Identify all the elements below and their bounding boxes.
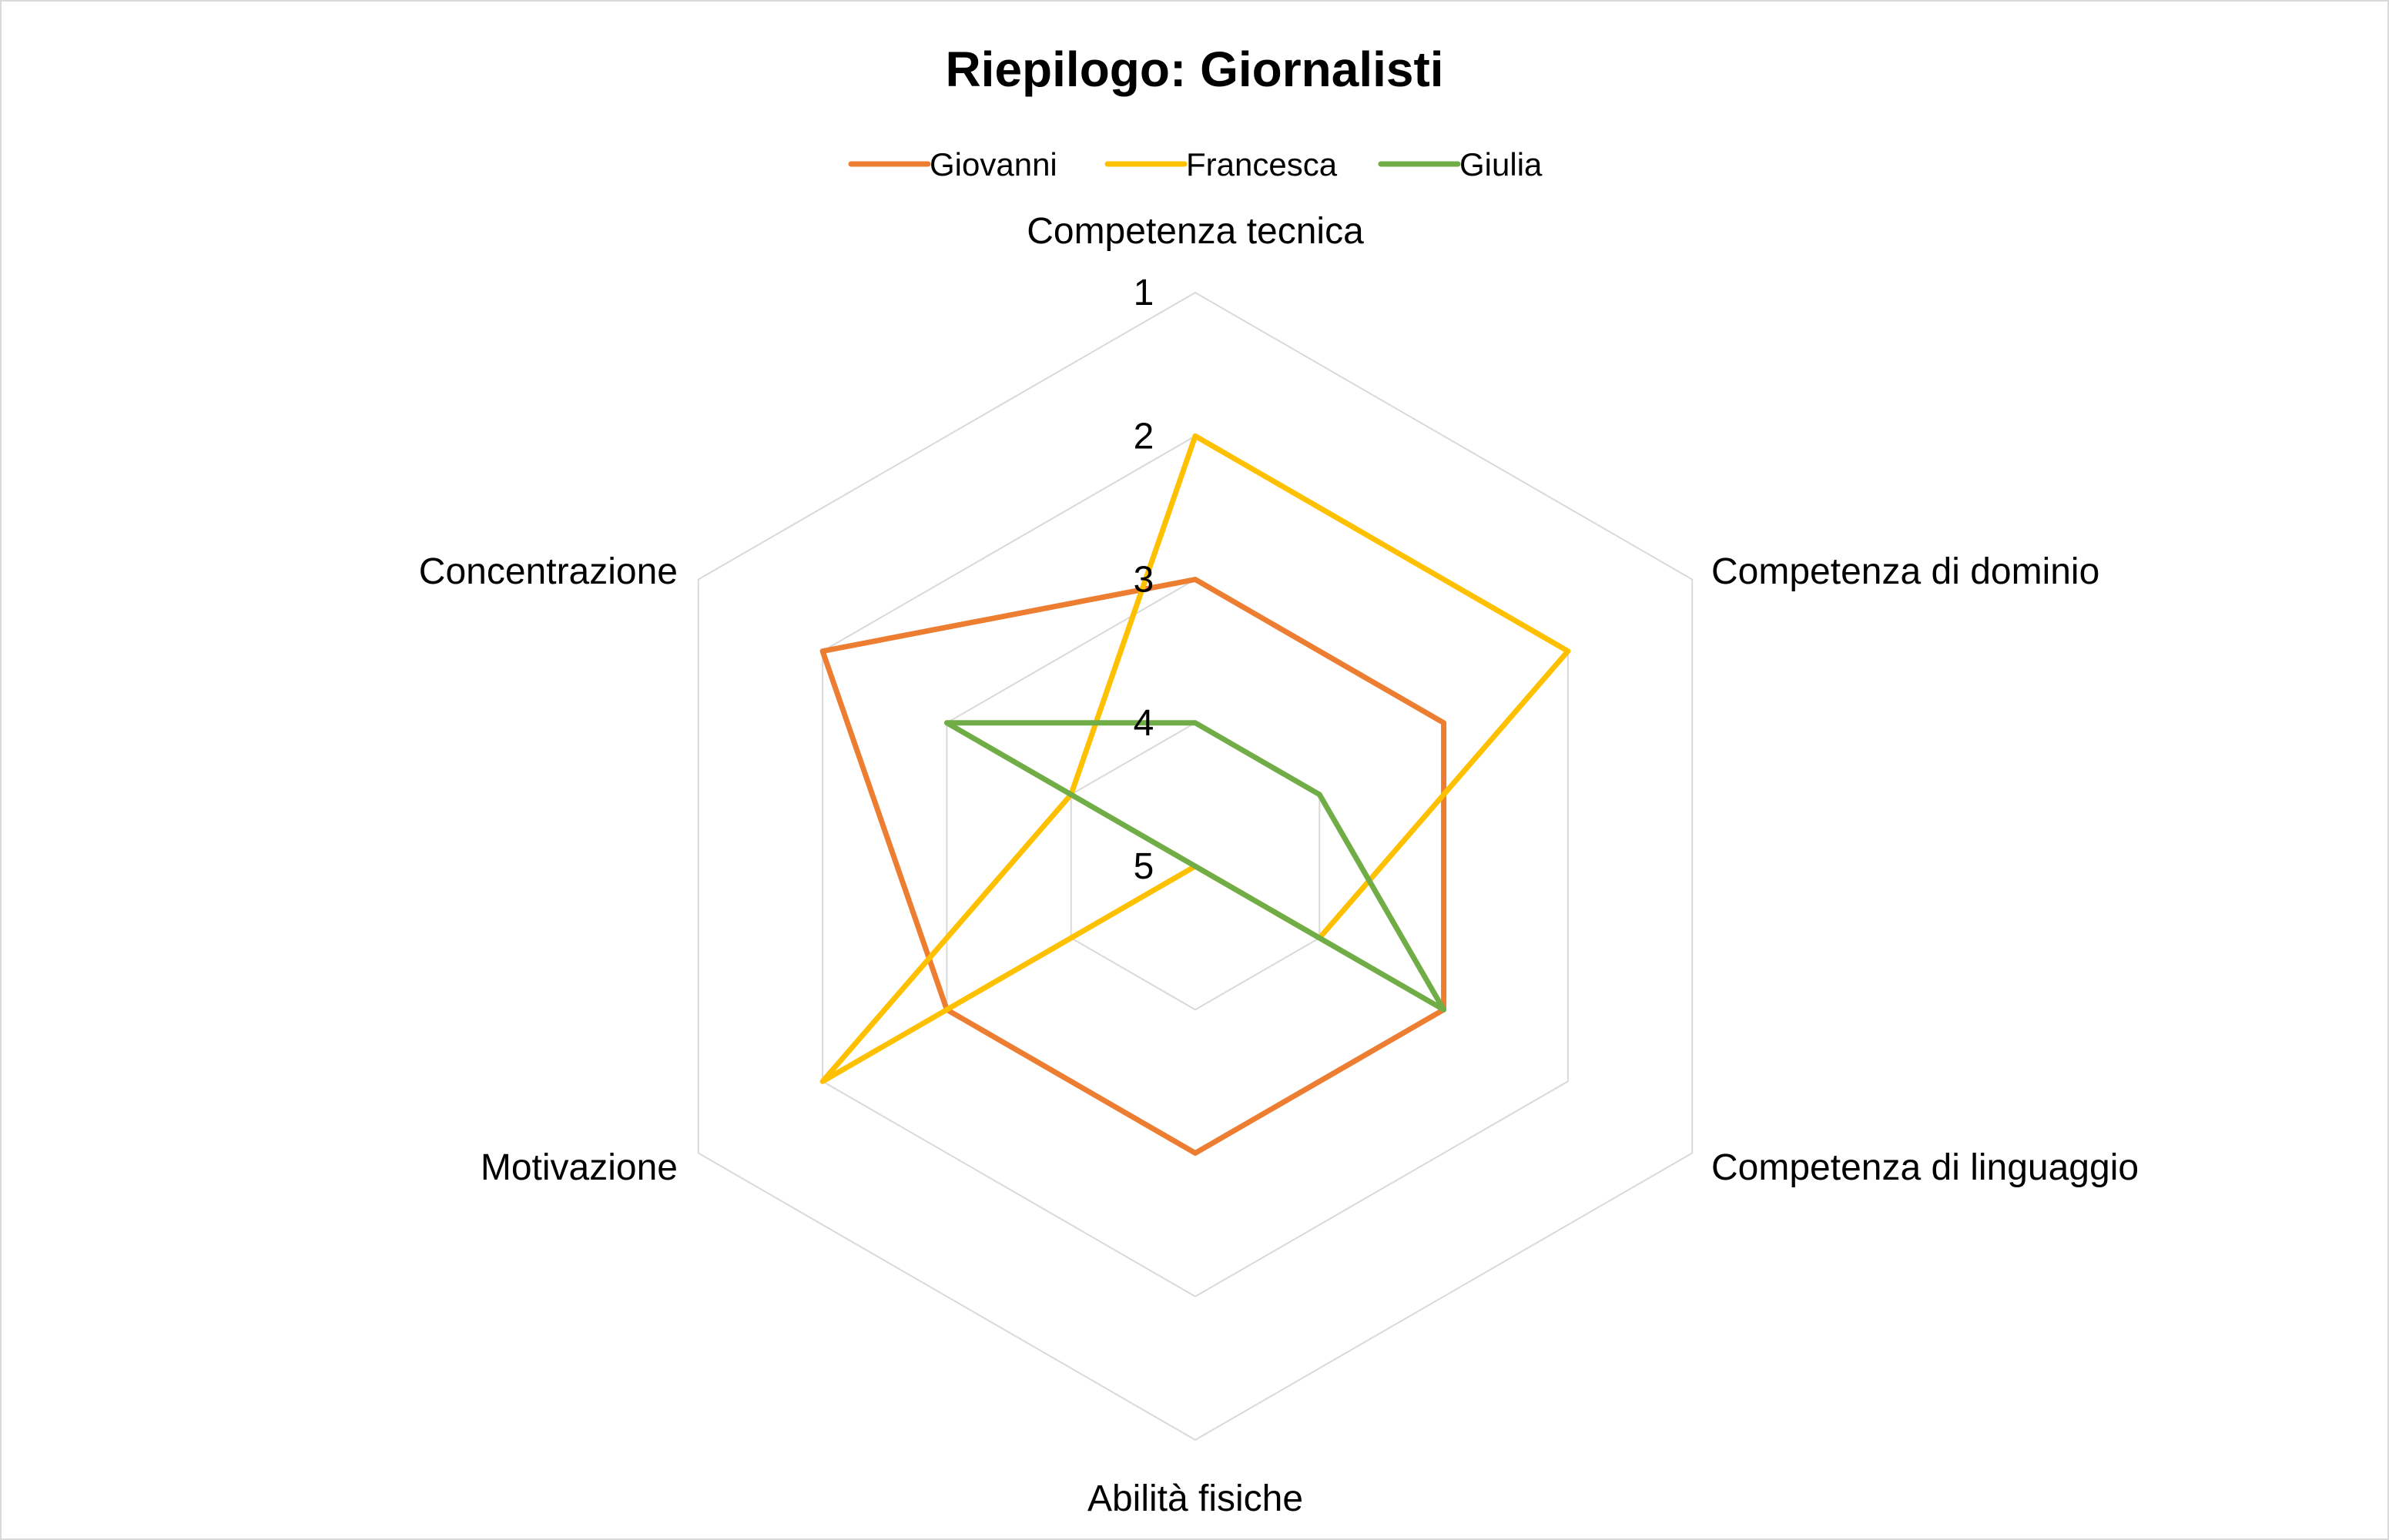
series-layer (819, 433, 1571, 1156)
legend: Giovanni Francesca Giulia (848, 146, 1543, 182)
tick-label-5: 5 (1134, 846, 1154, 887)
category-label-3: Competenza di linguaggio (1711, 1147, 2139, 1188)
tick-label-layer: 1 2 3 4 5 (1134, 273, 1154, 887)
series-line-giulia (943, 720, 1447, 1013)
grid-ring-1 (697, 291, 1694, 1441)
category-label-2: Competenza di dominio (1711, 551, 2099, 592)
category-label-6: Concentrazione (419, 551, 678, 592)
category-label-5: Motivazione (481, 1147, 678, 1188)
tick-label-1: 1 (1134, 273, 1154, 313)
category-label-4: Abilità fisiche (1087, 1478, 1303, 1519)
chart-title: Riepilogo: Giornalisti (945, 42, 1443, 97)
category-label-layer: Competenza tecnica Competenza di dominio C… (419, 211, 2139, 1519)
series-line-francesca (819, 433, 1571, 1084)
legend-label-francesca: Francesca (1186, 146, 1338, 182)
category-label-1: Competenza tecnica (1027, 211, 1364, 252)
tick-label-2: 2 (1134, 416, 1154, 457)
legend-label-giulia: Giulia (1459, 146, 1543, 182)
legend-label-giovanni: Giovanni (930, 146, 1057, 182)
tick-label-3: 3 (1134, 560, 1154, 601)
tick-label-4: 4 (1134, 703, 1154, 744)
series-line-giovanni (819, 577, 1447, 1156)
